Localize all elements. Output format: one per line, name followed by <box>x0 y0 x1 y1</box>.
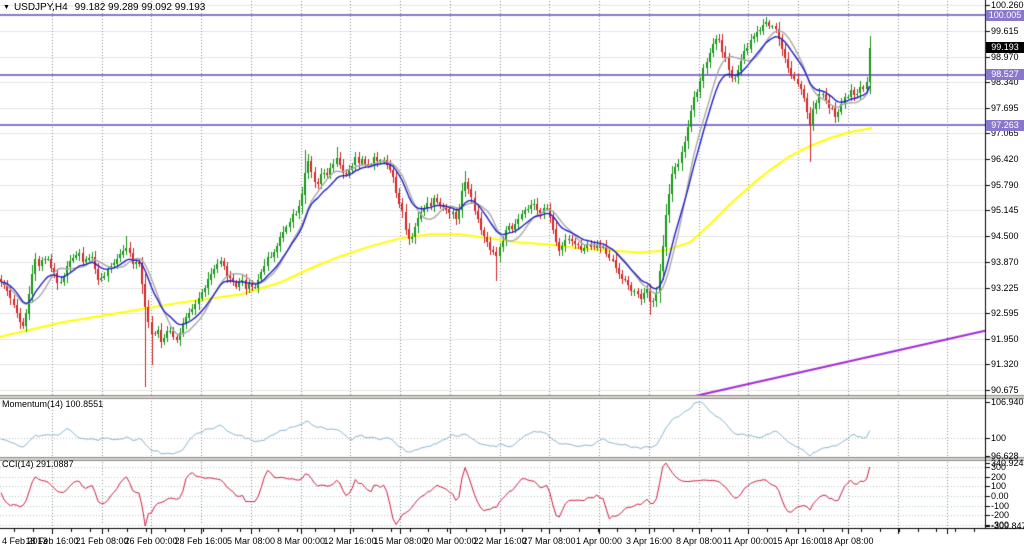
cci-axis-label: 100 <box>991 481 1007 492</box>
price-axis-label: 90.675 <box>991 385 1019 395</box>
time-axis-label: 5 Mar 08:00 <box>226 536 276 546</box>
price-axis-label: 98.340 <box>991 77 1019 88</box>
time-axis-label: 27 Mar 08:00 <box>522 536 576 546</box>
price-axis-label: 91.320 <box>991 359 1019 370</box>
price-axis-label: 95.145 <box>991 205 1019 216</box>
symbol-period-label: USDJPY,H4 <box>13 2 68 13</box>
price-axis-label: 99.615 <box>991 25 1019 36</box>
cci-axis-label: 200 <box>991 471 1007 482</box>
price-level-box: 100.005 <box>986 10 1024 21</box>
cci-value: 291.0887 <box>36 459 74 469</box>
price-axis-label: 96.420 <box>991 154 1019 165</box>
cci-axis-label: 300 <box>991 461 1007 472</box>
momentum-axis-label: 100 <box>991 433 1007 444</box>
cci-axis-label: 0.00 <box>991 491 1009 501</box>
time-axis-label: 18 Apr 08:00 <box>822 536 874 546</box>
chart-title: ▼ USDJPY,H4 99.182 99.289 99.092 99.193 <box>3 2 205 14</box>
cci-axis-label: -309.847 <box>991 521 1024 531</box>
momentum-indicator-label: Momentum(14) 100.8551 <box>2 399 103 410</box>
time-axis-label: 21 Feb 08:00 <box>75 536 129 546</box>
current-price-box: 99.193 <box>986 42 1024 53</box>
cci-axis-label: 340.9245 <box>991 458 1024 468</box>
price-axis-label: 93.870 <box>991 256 1019 267</box>
time-axis-label: 18 Feb 16:00 <box>25 536 79 546</box>
time-axis-label: 12 Mar 16:00 <box>323 536 377 546</box>
time-axis-label: 8 Mar 00:00 <box>276 536 326 546</box>
time-axis-label: 20 Mar 00:00 <box>423 536 477 546</box>
time-axis-label: 15 Apr 16:00 <box>772 536 824 546</box>
time-axis-label: 26 Feb 00:00 <box>124 536 178 546</box>
price-axis-label: 98.970 <box>991 51 1019 62</box>
momentum-axis-label: 96.628 <box>991 451 1019 461</box>
time-axis-label: 22 Mar 16:00 <box>473 536 527 546</box>
price-axis-label: 91.950 <box>991 333 1019 344</box>
price-axis-label: 95.790 <box>991 179 1019 190</box>
price-level-box: 97.263 <box>986 120 1024 131</box>
time-axis-label: 28 Feb 16:00 <box>174 536 228 546</box>
cci-axis-label: -300 <box>991 520 1010 531</box>
symbol-dropdown-icon[interactable]: ▼ <box>3 4 10 11</box>
cci-axis-label: -100 <box>991 500 1010 511</box>
time-axis-label: 11 Apr 00:00 <box>722 536 774 546</box>
price-axis-label: 97.065 <box>991 128 1019 139</box>
price-level-box: 98.527 <box>986 69 1024 80</box>
time-axis-label: 8 Apr 08:00 <box>675 536 723 546</box>
cci-axis-label: -200 <box>991 510 1010 521</box>
cci-indicator-label: CCI(14) 291.0887 <box>2 459 74 470</box>
time-axis-label: 4 Feb 2013 <box>2 536 48 546</box>
cci-name: CCI(14) <box>2 459 34 469</box>
momentum-name: Momentum(14) <box>2 399 64 409</box>
price-axis-label: 100.260 <box>991 0 1024 10</box>
price-axis-label: 92.595 <box>991 307 1019 318</box>
time-axis-label: 15 Mar 08:00 <box>373 536 427 546</box>
ohlc-values: 99.182 99.289 99.092 99.193 <box>74 2 206 13</box>
price-axis-label: 93.225 <box>991 282 1019 293</box>
price-axis-label: 94.500 <box>991 231 1019 242</box>
momentum-axis-label: 106.9403 <box>991 397 1024 407</box>
momentum-value: 100.8551 <box>65 399 104 409</box>
time-axis-label: 3 Apr 16:00 <box>625 536 673 546</box>
price-axis-label: 97.695 <box>991 103 1019 114</box>
time-axis-label: 1 Apr 00:00 <box>575 536 623 546</box>
